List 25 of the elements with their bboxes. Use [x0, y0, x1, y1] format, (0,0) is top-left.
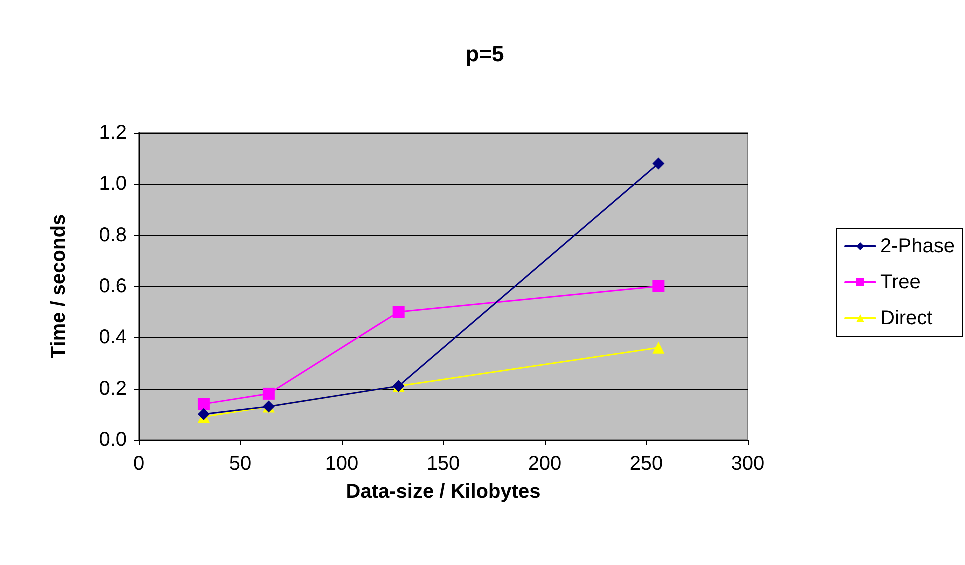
- point: [262, 388, 275, 400]
- y-tick-label: 0.8: [99, 224, 127, 246]
- legend-label: 2-Phase: [880, 236, 956, 258]
- y-axis-title: Time / seconds: [48, 214, 70, 359]
- y-tick-label: 1.0: [99, 173, 127, 196]
- y-tick-label: 1.2: [99, 122, 127, 144]
- point: [392, 306, 405, 318]
- chart-title: p=5: [466, 42, 504, 66]
- point: [652, 280, 665, 292]
- x-tick-label: 100: [325, 453, 359, 475]
- y-tick-label: 0.4: [99, 326, 127, 349]
- x-tick-label: 250: [630, 453, 664, 475]
- x-tick-label: 300: [731, 453, 765, 475]
- y-tick-label: 0.2: [99, 378, 127, 400]
- x-tick-label: 150: [426, 453, 460, 475]
- point: [198, 398, 210, 410]
- y-tick-label: 0.6: [99, 276, 127, 298]
- legend-label: Tree: [880, 272, 921, 294]
- legend-label: Direct: [880, 308, 934, 330]
- x-tick-label: 50: [229, 453, 252, 475]
- point: [652, 158, 665, 170]
- y-tick-label: 0.0: [99, 429, 127, 451]
- x-axis-title: Data-size / Kilobytes: [346, 481, 541, 503]
- x-tick-label: 200: [528, 453, 562, 475]
- x-tick-label: 0: [133, 453, 145, 475]
